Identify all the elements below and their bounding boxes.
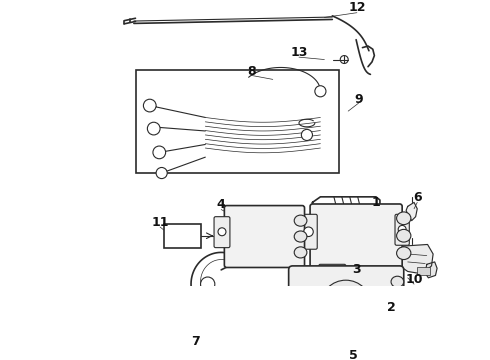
FancyBboxPatch shape [214,217,230,248]
Circle shape [147,122,160,135]
Text: 10: 10 [405,273,423,286]
Bar [417,267,430,275]
Bar [164,224,200,248]
Ellipse shape [396,247,411,260]
Ellipse shape [396,212,411,225]
Ellipse shape [391,296,404,307]
Text: 7: 7 [192,335,200,348]
Text: 13: 13 [290,46,308,59]
Circle shape [340,299,352,312]
Ellipse shape [294,247,307,258]
Circle shape [340,55,348,63]
FancyBboxPatch shape [395,214,409,245]
Ellipse shape [294,215,307,226]
Circle shape [212,296,223,307]
Circle shape [156,167,167,179]
Polygon shape [425,262,437,278]
Circle shape [153,146,166,159]
Bar [136,70,339,173]
FancyBboxPatch shape [310,204,402,268]
Circle shape [320,280,371,331]
Text: 4: 4 [217,198,225,211]
Ellipse shape [391,276,404,287]
FancyBboxPatch shape [300,214,317,249]
Circle shape [218,228,226,236]
Polygon shape [400,244,433,274]
Circle shape [200,277,215,291]
Text: 3: 3 [352,264,361,276]
Text: 6: 6 [413,191,421,204]
Text: 5: 5 [349,349,358,360]
Text: 9: 9 [354,93,363,106]
Circle shape [304,227,313,237]
FancyBboxPatch shape [224,206,304,267]
Text: 1: 1 [371,196,380,209]
Ellipse shape [396,229,411,242]
FancyBboxPatch shape [319,264,346,285]
Circle shape [332,291,360,320]
Circle shape [315,86,326,97]
FancyBboxPatch shape [289,266,404,345]
Circle shape [398,225,406,233]
Circle shape [144,99,156,112]
Circle shape [301,129,313,140]
Text: 2: 2 [388,301,396,315]
Ellipse shape [294,231,307,242]
Polygon shape [406,202,417,221]
FancyBboxPatch shape [328,352,355,360]
Text: 8: 8 [247,65,256,78]
Text: 12: 12 [348,1,366,14]
Text: 11: 11 [151,216,169,229]
Ellipse shape [391,316,404,327]
